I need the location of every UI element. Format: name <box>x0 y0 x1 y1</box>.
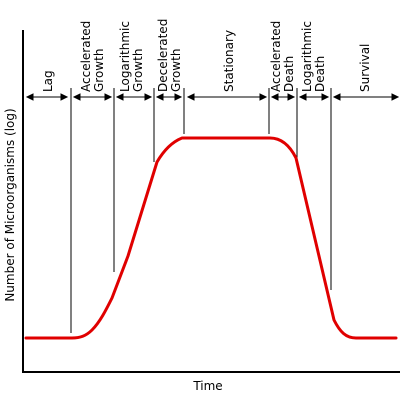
svg-text:Growth: Growth <box>92 49 106 92</box>
growth-curve <box>24 136 398 340</box>
arrow-accelerated-death <box>270 93 296 101</box>
arrow-decelerated-growth <box>155 93 183 101</box>
arrow-lag <box>25 93 69 101</box>
x-axis-label: Time <box>192 379 222 393</box>
label-logarithmic-death: Logarithmic Death <box>300 21 327 92</box>
svg-text:Death: Death <box>282 56 296 92</box>
label-stationary: Stationary <box>222 30 236 92</box>
svg-text:Growth: Growth <box>169 49 183 92</box>
label-accelerated-death: Accelerated Death <box>269 21 296 92</box>
svg-text:Logarithmic: Logarithmic <box>118 21 132 92</box>
label-logarithmic-growth: Logarithmic Growth <box>118 21 145 92</box>
phase-boundaries <box>70 88 332 333</box>
svg-text:Accelerated: Accelerated <box>269 21 283 92</box>
svg-text:Growth: Growth <box>131 49 145 92</box>
y-axis-label: Number of Microorganisms (log) <box>3 108 17 301</box>
svg-text:Logarithmic: Logarithmic <box>300 21 314 92</box>
svg-text:Accelerated: Accelerated <box>79 21 93 92</box>
arrow-logarithmic-death <box>298 93 330 101</box>
svg-text:Decelerated: Decelerated <box>156 19 170 92</box>
svg-text:Survival: Survival <box>358 44 372 92</box>
arrow-accelerated-growth <box>72 93 113 101</box>
label-lag: Lag <box>41 70 55 92</box>
label-survival: Survival <box>358 44 372 92</box>
label-decelerated-growth: Decelerated Growth <box>156 19 183 92</box>
label-accelerated-growth: Accelerated Growth <box>79 21 106 92</box>
arrow-stationary <box>186 93 268 101</box>
phase-arrows <box>25 93 400 101</box>
arrow-logarithmic-growth <box>115 93 153 101</box>
svg-text:Lag: Lag <box>41 70 55 92</box>
svg-text:Death: Death <box>313 56 327 92</box>
arrow-survival <box>332 93 400 101</box>
phase-labels: Lag Accelerated Growth Logarithmic Growt… <box>41 19 372 92</box>
svg-text:Stationary: Stationary <box>222 30 236 92</box>
